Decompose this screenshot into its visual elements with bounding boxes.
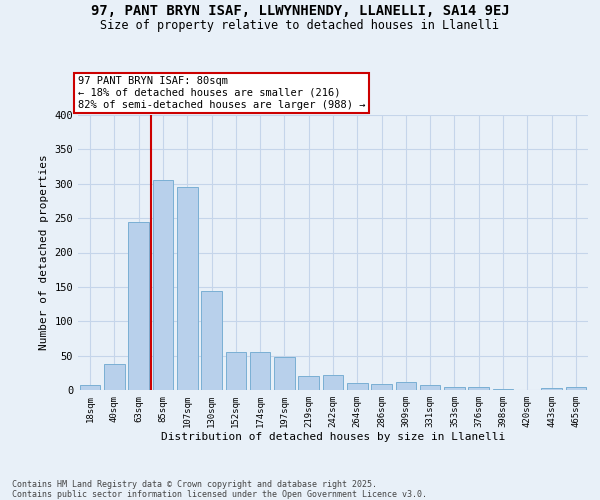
Text: Distribution of detached houses by size in Llanelli: Distribution of detached houses by size … <box>161 432 505 442</box>
Bar <box>347 383 368 390</box>
Bar <box>201 291 222 390</box>
Bar <box>80 384 100 390</box>
Bar <box>104 364 125 390</box>
Text: 97 PANT BRYN ISAF: 80sqm
← 18% of detached houses are smaller (216)
82% of semi-: 97 PANT BRYN ISAF: 80sqm ← 18% of detach… <box>78 76 365 110</box>
Y-axis label: Number of detached properties: Number of detached properties <box>39 154 49 350</box>
Bar <box>444 386 465 390</box>
Text: Size of property relative to detached houses in Llanelli: Size of property relative to detached ho… <box>101 19 499 32</box>
Bar <box>541 388 562 390</box>
Bar <box>152 180 173 390</box>
Bar <box>250 352 271 390</box>
Bar <box>323 375 343 390</box>
Bar <box>226 352 246 390</box>
Text: Contains HM Land Registry data © Crown copyright and database right 2025.
Contai: Contains HM Land Registry data © Crown c… <box>12 480 427 499</box>
Text: 97, PANT BRYN ISAF, LLWYNHENDY, LLANELLI, SA14 9EJ: 97, PANT BRYN ISAF, LLWYNHENDY, LLANELLI… <box>91 4 509 18</box>
Bar <box>395 382 416 390</box>
Bar <box>566 387 586 390</box>
Bar <box>177 187 197 390</box>
Bar <box>298 376 319 390</box>
Bar <box>420 385 440 390</box>
Bar <box>274 357 295 390</box>
Bar <box>371 384 392 390</box>
Bar <box>128 222 149 390</box>
Bar <box>469 387 489 390</box>
Bar <box>493 388 514 390</box>
